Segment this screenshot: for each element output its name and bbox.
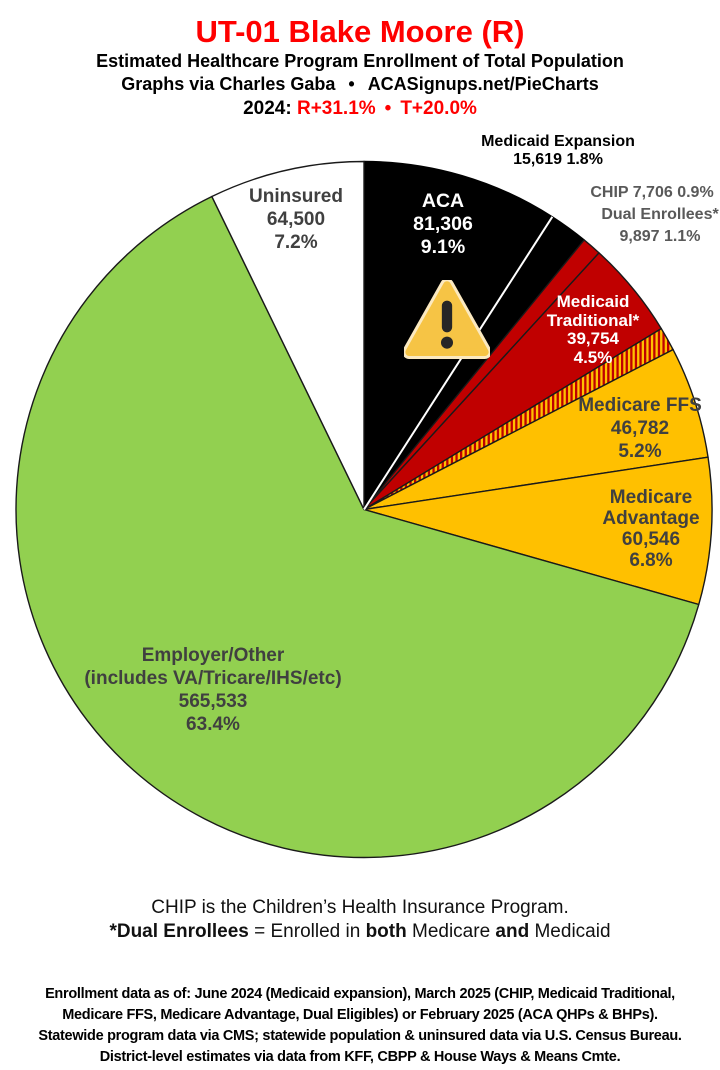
label-line: 64,500	[266, 209, 326, 230]
label-dual-enrollees: Dual Enrollees* 9,897 1.1%	[601, 204, 718, 248]
label-line: Traditional*	[546, 310, 640, 330]
label-line: Medicare FFS	[578, 395, 702, 416]
pie-slice-uninsured	[211, 160, 365, 511]
label-line: 9,897 1.1%	[619, 228, 701, 245]
credit-site: ACASignups.net/PieCharts	[367, 74, 599, 94]
credit-author: Graphs via Charles Gaba	[121, 74, 336, 94]
note-bold: and	[495, 921, 530, 942]
footer-line: Medicare FFS, Medicare Advantage, Dual E…	[62, 1007, 658, 1023]
label-line: 565,533	[178, 691, 248, 712]
footer-line: Enrollment data as of: June 2024 (Medica…	[45, 986, 675, 1002]
label-line: ACA	[421, 190, 465, 212]
dual-enrollees-definition-note: *Dual Enrollees = Enrolled in both Medic…	[0, 921, 720, 943]
label-line: 39,754	[566, 329, 619, 348]
label-line: 9.1%	[420, 236, 466, 258]
credit-line: Graphs via Charles Gaba • ACASignups.net/P…	[0, 73, 720, 96]
note-bold: both	[365, 921, 407, 942]
label-line: Dual Enrollees*	[601, 206, 719, 223]
bullet-separator: •	[384, 98, 392, 119]
label-line: 5.2%	[618, 441, 662, 462]
data-sources-footer: Enrollment data as of: June 2024 (Medica…	[0, 984, 720, 1068]
label-line: 46,782	[610, 418, 670, 439]
bullet-separator: •	[348, 74, 355, 94]
note-text: = Enrolled in	[248, 921, 366, 942]
note-text: Medicare	[406, 921, 496, 942]
footer-line: District-level estimates via data from K…	[99, 1049, 621, 1065]
footer-line: Statewide program data via CMS; statewid…	[38, 1028, 682, 1044]
margin-r-value: R+31.1%	[296, 98, 376, 119]
margin-year-label: 2024:	[243, 98, 292, 119]
label-line: CHIP 7,706 0.9%	[590, 184, 714, 201]
label-line: Uninsured	[249, 186, 343, 207]
label-line: 6.8%	[629, 550, 673, 571]
page-title: UT-01 Blake Moore (R)	[195, 14, 525, 49]
note-text: Medicaid	[529, 921, 611, 942]
black-slices-separator-line	[363, 216, 554, 511]
label-medicare-ffs: Medicare FFS 46,782 5.2%	[578, 394, 702, 463]
label-aca: ACA 81,306 9.1%	[413, 190, 473, 259]
label-line: Medicare	[609, 487, 693, 508]
label-medicaid-expansion: Medicaid Expansion 15,619 1.8%	[481, 133, 635, 169]
label-chip: CHIP 7,706 0.9%	[590, 184, 713, 201]
label-line: 63.4%	[186, 714, 240, 735]
label-line: 4.5%	[573, 347, 613, 367]
partisan-margin-line: 2024: R+31.1% • T+20.0%	[0, 97, 720, 120]
label-line: Medicaid	[556, 292, 630, 311]
label-line: Advantage	[602, 508, 700, 529]
note-bold: *Dual Enrollees	[109, 921, 249, 942]
header: UT-01 Blake Moore (R) Estimated Healthca…	[0, 0, 720, 120]
label-medicaid-traditional: Medicaid Traditional* 39,754 4.5%	[546, 292, 640, 367]
label-line: Medicaid Expansion	[481, 133, 635, 150]
label-line: 60,546	[621, 529, 681, 550]
label-line: 7.2%	[274, 232, 318, 253]
label-employer-other: Employer/Other (includes VA/Tricare/IHS/…	[84, 644, 341, 736]
warning-icon	[402, 278, 492, 359]
label-medicare-advantage: Medicare Advantage 60,546 6.8%	[602, 487, 699, 571]
label-line: Employer/Other	[141, 645, 285, 666]
pie-slice-employer-other	[15, 195, 700, 859]
chip-definition-note: CHIP is the Children’s Health Insurance …	[151, 897, 569, 918]
label-line: 15,619 1.8%	[513, 151, 603, 168]
label-line: (includes VA/Tricare/IHS/etc)	[84, 668, 342, 689]
label-line: 81,306	[413, 213, 473, 235]
label-uninsured: Uninsured 64,500 7.2%	[249, 185, 343, 254]
margin-t-value: T+20.0%	[400, 98, 477, 119]
chart-subtitle: Estimated Healthcare Program Enrollment …	[96, 51, 624, 71]
pie-slice-medicare-advantage	[363, 456, 713, 606]
